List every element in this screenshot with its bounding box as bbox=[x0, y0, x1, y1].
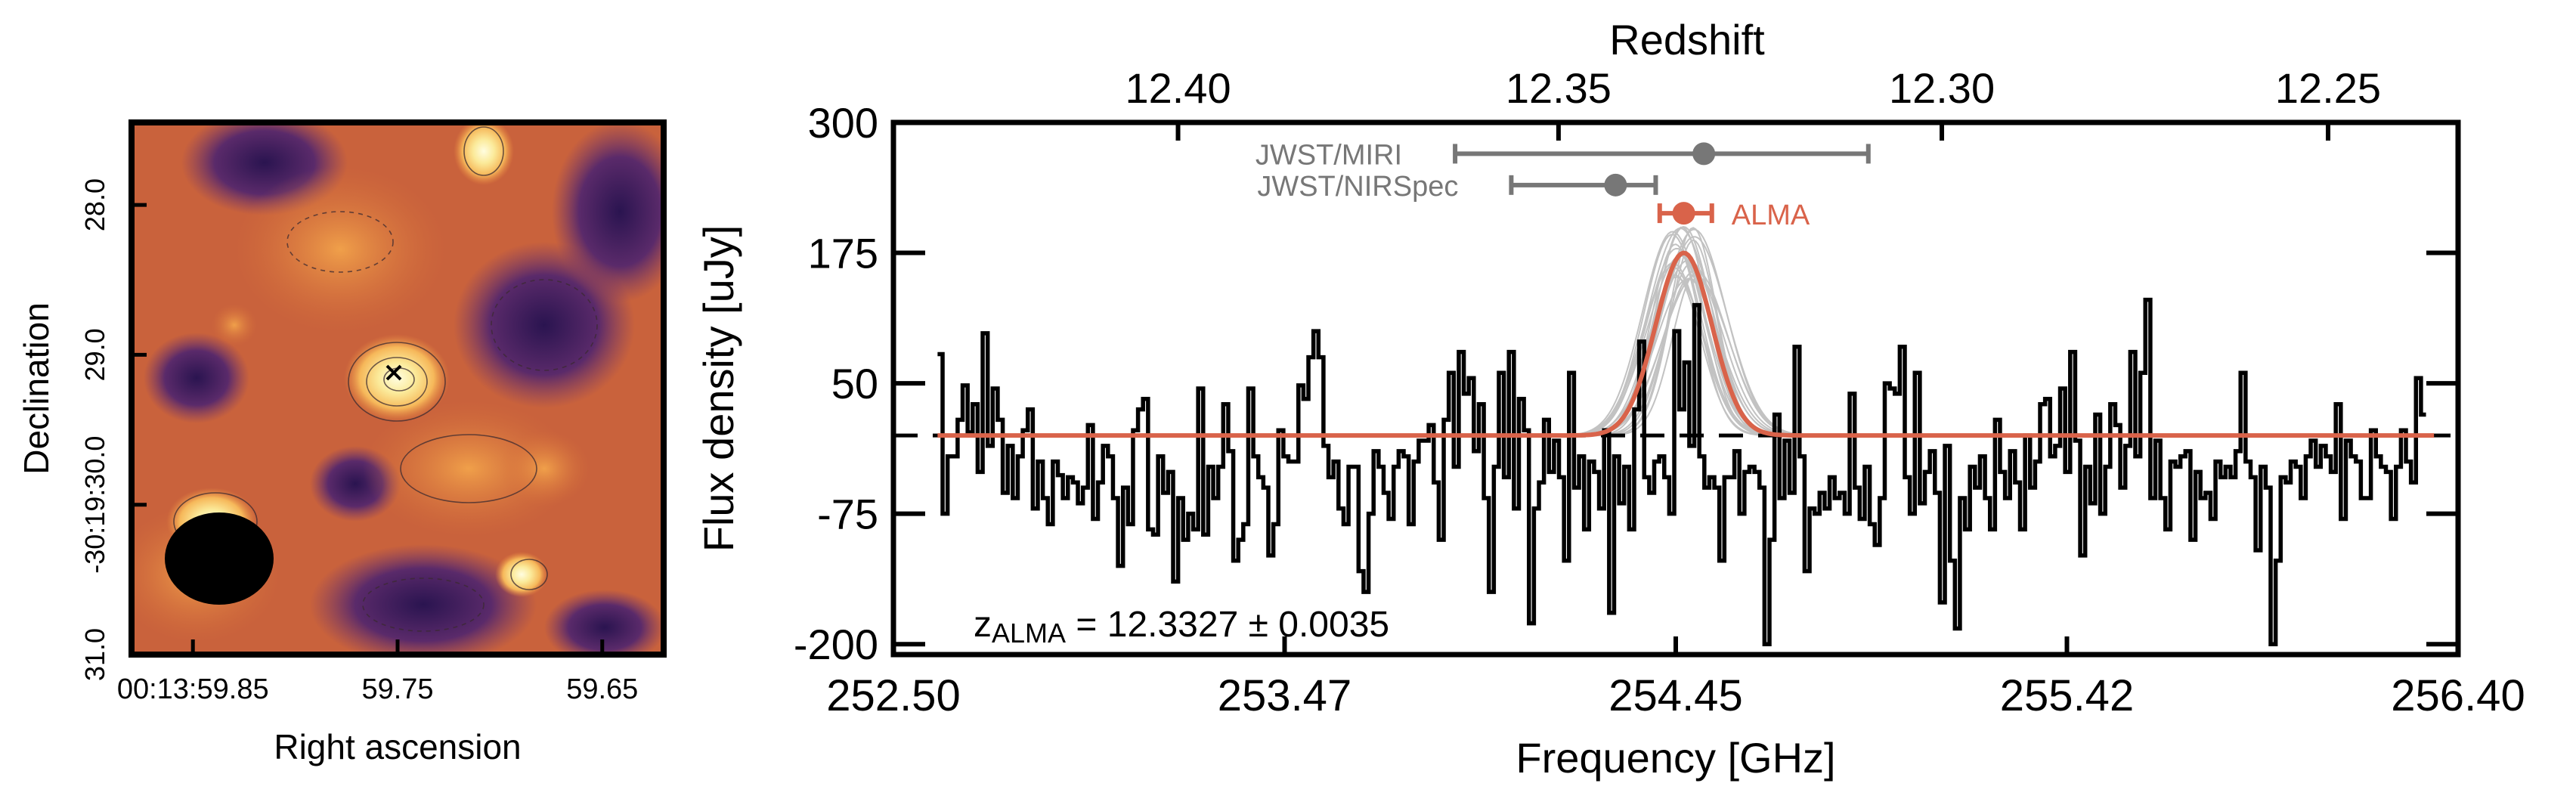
fit-sample bbox=[937, 277, 2435, 437]
x-tick-label: 252.50 bbox=[826, 671, 960, 720]
map-ylabel: Declination bbox=[17, 302, 56, 475]
errorbar-label: JWST/MIRI bbox=[1255, 139, 1402, 171]
redshift-annotation: zALMA = 12.3327 ± 0.0035 bbox=[974, 605, 1389, 649]
y-tick-label: 50 bbox=[831, 360, 878, 407]
map-x-tick-label: 00:13:59.85 bbox=[117, 673, 269, 705]
x-tick-label: 254.45 bbox=[1608, 671, 1742, 720]
map-y-tick-label: 28.0 bbox=[79, 178, 110, 231]
errorbar: JWST/NIRSpec bbox=[1257, 171, 1658, 203]
map-ticks: 00:13:59.85 59.75 59.65 28.0 29.0 -30:19:30.0… bbox=[79, 178, 638, 705]
y-tick-label: -75 bbox=[817, 491, 878, 538]
annotation-subscript: ALMA bbox=[992, 618, 1066, 649]
fit-sample bbox=[937, 277, 2435, 437]
errorbar-point bbox=[1672, 202, 1695, 225]
fit-sample bbox=[937, 276, 2435, 437]
map-contours bbox=[173, 126, 598, 632]
top-tick-label: 12.25 bbox=[2275, 64, 2381, 112]
map-x-tick-label: 59.75 bbox=[361, 673, 433, 705]
beam-ellipse bbox=[165, 512, 274, 605]
top-tick-label: 12.35 bbox=[1506, 64, 1612, 112]
x-tick-label: 253.47 bbox=[1218, 671, 1351, 720]
y-tick-label: 175 bbox=[808, 230, 878, 277]
map-y-tick-label: -30:19:30.0 bbox=[79, 436, 110, 574]
gaussian-fit-line bbox=[937, 250, 2435, 438]
top-tick-label: 12.30 bbox=[1889, 64, 1995, 112]
annotation-value: = 12.3327 ± 0.0035 bbox=[1066, 605, 1389, 645]
spectrum-ylabel: Flux density [uJy] bbox=[695, 225, 742, 553]
spectrum-ticks: 252.50 253.47 254.45 255.42 256.40 300 175 50 -7… bbox=[794, 64, 2525, 720]
fit-sample bbox=[937, 274, 2435, 437]
x-cross-icon bbox=[385, 364, 402, 381]
annotation-prefix: z bbox=[974, 605, 992, 645]
errorbar-label: ALMA bbox=[1732, 200, 1810, 231]
map-panel: 00:13:59.85 59.75 59.65 28.0 29.0 -30:19:30.0… bbox=[17, 119, 667, 766]
errorbar: JWST/MIRI bbox=[1255, 139, 1871, 171]
map-y-tick-label: 29.0 bbox=[79, 328, 110, 381]
errorbar: ALMA bbox=[1657, 200, 1810, 231]
errorbar-point bbox=[1604, 173, 1627, 197]
top-axis-label: Redshift bbox=[1609, 16, 1765, 63]
top-tick-label: 12.40 bbox=[1125, 64, 1231, 112]
map-x-tick-label: 59.65 bbox=[566, 673, 638, 705]
x-tick-label: 255.42 bbox=[2000, 671, 2134, 720]
spectrum-xlabel: Frequency [GHz] bbox=[1516, 734, 1835, 782]
map-y-tick-label: 31.0 bbox=[79, 628, 110, 681]
map-xlabel: Right ascension bbox=[274, 727, 521, 766]
map-image bbox=[132, 122, 664, 655]
spectrum-line bbox=[937, 297, 2426, 646]
errorbar-label: JWST/NIRSpec bbox=[1257, 171, 1458, 203]
y-tick-label: 300 bbox=[808, 99, 878, 147]
x-tick-label: 256.40 bbox=[2391, 671, 2525, 720]
errorbar-point bbox=[1692, 142, 1716, 166]
y-tick-label: -200 bbox=[794, 621, 878, 668]
